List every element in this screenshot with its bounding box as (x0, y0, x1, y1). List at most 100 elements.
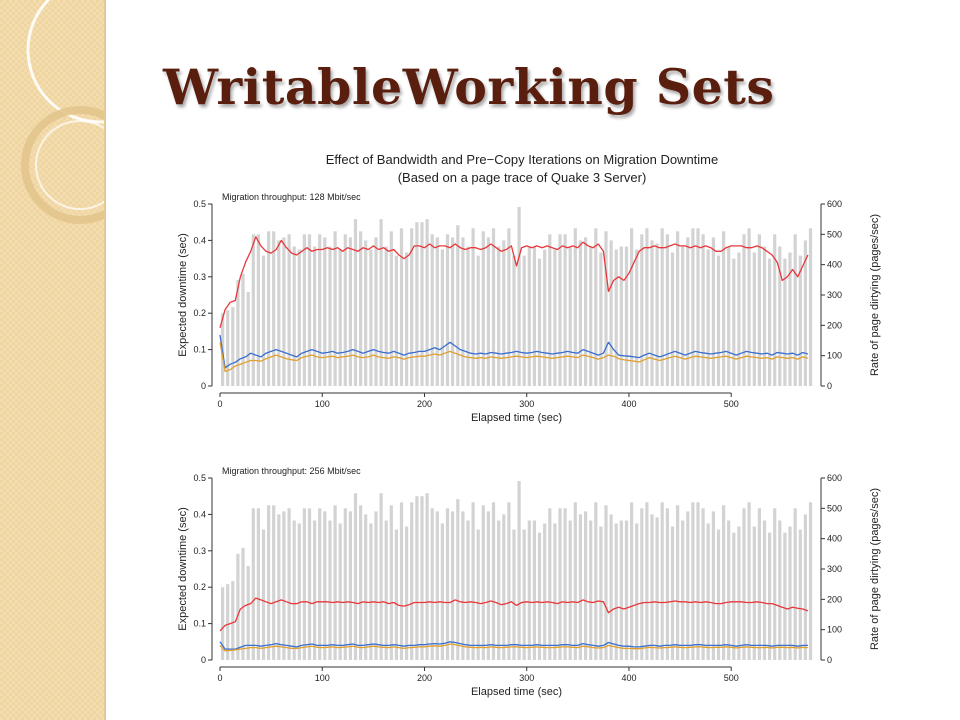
dirty-rate-bar (752, 252, 756, 386)
dirty-rate-bar (353, 219, 358, 386)
dirty-rate-bar (292, 520, 296, 660)
dirty-rate-bar (420, 222, 424, 386)
dirty-rate-bar (803, 240, 807, 386)
dirty-rate-bar (543, 523, 547, 660)
dirty-rate-bar (798, 255, 802, 386)
y2-tick-label: 400 (827, 260, 842, 270)
dirty-rate-bar (578, 240, 582, 386)
dirty-rate-bar (568, 246, 572, 386)
dirty-rate-bar (435, 511, 439, 660)
dirty-rate-bar (282, 511, 286, 660)
y2-tick-label: 0 (827, 381, 832, 391)
y-tick-label: 0 (201, 655, 206, 665)
dirty-rate-bar (466, 246, 470, 386)
dirty-rate-bar (573, 502, 577, 660)
dirty-rate-bar (415, 496, 419, 660)
dirty-rate-bar (532, 246, 536, 386)
dirty-rate-bar (277, 240, 281, 386)
dirty-rate-bar (461, 511, 465, 660)
dirty-rate-bar (630, 228, 634, 386)
dirty-rate-bar (221, 587, 225, 660)
dirty-rate-bar (737, 526, 741, 660)
dirty-rate-bar (681, 520, 685, 660)
dirty-rate-bar (532, 520, 536, 660)
chart-128mbit: Effect of Bandwidth and Pre−Copy Iterati… (177, 152, 881, 424)
y2-tick-label: 200 (827, 594, 842, 604)
x-tick-label: 0 (217, 399, 222, 409)
dirty-rate-bar (701, 508, 705, 660)
y-axis-label: Expected downtime (sec) (177, 507, 189, 631)
dirty-rate-bar (374, 511, 378, 660)
dirty-rate-bar (251, 234, 255, 386)
dirty-rate-bar (604, 231, 608, 386)
dirty-rate-bar (594, 502, 598, 660)
y-tick-label: 0.4 (193, 509, 206, 519)
x-tick-label: 200 (417, 673, 432, 683)
dirty-rate-bar (645, 502, 649, 660)
dirty-rate-bar (660, 502, 664, 660)
throughput-annotation: Migration throughput: 256 Mbit/sec (222, 466, 361, 476)
dirty-rate-bar (793, 234, 797, 386)
dirty-rate-bar (287, 508, 291, 660)
dirty-rate-bar (650, 514, 654, 660)
dirty-rate-bar (716, 255, 721, 386)
dirty-rate-bar (512, 529, 516, 660)
dirty-rate-bar (747, 502, 751, 660)
dirty-rate-bar (435, 237, 439, 386)
dirty-rate-bar (399, 228, 404, 386)
dirty-rate-bar (808, 502, 813, 660)
dirty-rate-bar (676, 505, 680, 660)
dirty-rate-bar (706, 523, 710, 660)
slide-title: WritableWorking Sets (163, 58, 775, 116)
dirty-rate-bar (313, 520, 317, 660)
dirty-rate-bar (445, 508, 450, 660)
dirty-rate-bar (440, 249, 444, 386)
dirty-rate-bar (379, 493, 383, 660)
dirty-rate-bar (619, 246, 623, 386)
dirty-rate-bar (553, 523, 557, 660)
dirty-rate-bar (681, 246, 685, 386)
y-tick-label: 0.2 (193, 582, 206, 592)
dirty-rate-bar (655, 243, 659, 386)
dirty-rate-bar (722, 231, 726, 386)
dirty-rate-bar (517, 481, 521, 660)
dirty-rate-bar (394, 255, 398, 386)
y2-tick-label: 300 (827, 290, 842, 300)
dirty-rate-bar (384, 246, 388, 386)
dirty-rate-bar (803, 514, 807, 660)
dirty-rate-bar (318, 234, 322, 386)
dirty-rate-bar (491, 228, 496, 386)
dirty-rate-bar (522, 255, 526, 386)
dirty-rate-bar (783, 258, 787, 386)
dirty-rate-bar (267, 231, 271, 386)
chart-title: Effect of Bandwidth and Pre−Copy Iterati… (326, 152, 719, 167)
dirty-rate-bar (364, 514, 368, 660)
y-tick-label: 0.1 (193, 619, 206, 629)
dirty-rate-bar (272, 231, 276, 386)
dirty-rate-bar (696, 502, 700, 660)
dirty-rate-bar (757, 508, 761, 660)
dirty-rate-bar (323, 237, 327, 386)
dirty-rate-bar (701, 234, 705, 386)
dirty-rate-bar (420, 496, 424, 660)
dirty-rate-bar (226, 310, 230, 386)
dirty-rate-bar (231, 581, 235, 660)
dirty-rate-bar (711, 511, 715, 660)
dirty-rate-bar (302, 234, 306, 386)
dirty-rate-bar (328, 246, 332, 386)
dirty-rate-bar (471, 228, 475, 386)
dirty-rate-bar (246, 292, 250, 386)
dirty-rate-bar (456, 225, 460, 386)
dirty-rate-bar (497, 246, 501, 386)
plot-area-128: 0 0.1 0.2 0.3 0.4 0.5 0 100 200 300 400 500 600 0 100 2… (177, 192, 881, 424)
dirty-rate-bar (502, 514, 506, 660)
dirty-rate-bar (665, 508, 669, 660)
slide-sidebar-decoration (0, 0, 106, 720)
dirty-rate-bar (778, 246, 782, 386)
dirty-rate-bar (389, 505, 393, 660)
downtime-series-line-1 (219, 334, 809, 369)
dirty-rate-bar (614, 249, 618, 386)
dirty-rate-bar (236, 279, 240, 386)
dirty-rate-bar (527, 246, 531, 386)
